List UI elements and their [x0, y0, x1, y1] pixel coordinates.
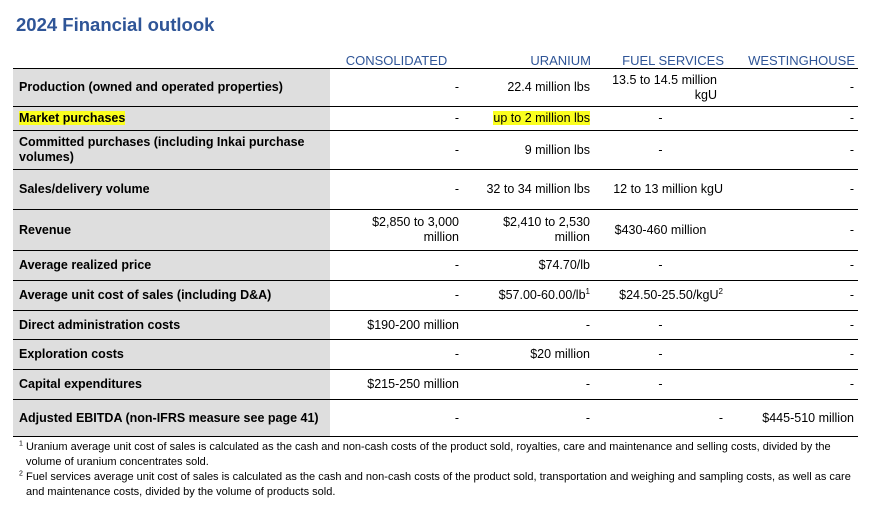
cell-uranium: $57.00-60.00/lb1	[463, 280, 594, 311]
footnote-mark: 2	[19, 470, 23, 478]
header-row: CONSOLIDATED URANIUM FUEL SERVICES WESTI…	[13, 49, 858, 69]
cell-uranium: $74.70/lb	[463, 250, 594, 281]
cell-uranium: 22.4 million lbs	[463, 68, 594, 107]
row-label: Sales/delivery volume	[13, 169, 330, 210]
table-row: Production (owned and operated propertie…	[13, 68, 858, 107]
cell-fuel-services: -	[594, 250, 727, 281]
cell-consolidated: -	[330, 68, 463, 107]
cell-westinghouse: -	[727, 209, 858, 251]
cell-uranium: $2,410 to 2,530 million	[463, 209, 594, 251]
header-uranium: URANIUM	[463, 49, 594, 69]
cell-westinghouse: -	[727, 280, 858, 311]
cell-fuel-services-text: 13.5 to 14.5 million kgU	[612, 72, 717, 102]
footnote-2: 2 Fuel services average unit cost of sal…	[16, 470, 866, 500]
cell-consolidated: -	[330, 169, 463, 210]
cell-uranium: $20 million	[463, 339, 594, 370]
table-row: Adjusted EBITDA (non-IFRS measure see pa…	[13, 399, 858, 437]
cell-consolidated: -	[330, 130, 463, 170]
row-label: Market purchases	[13, 106, 330, 131]
financial-outlook-table: CONSOLIDATED URANIUM FUEL SERVICES WESTI…	[13, 49, 858, 437]
cell-uranium: 9 million lbs	[463, 130, 594, 170]
page-title: 2024 Financial outlook	[16, 14, 215, 35]
cell-consolidated: -	[330, 250, 463, 281]
cell-fuel-services: -	[594, 106, 727, 131]
footnote-text: Fuel services average unit cost of sales…	[25, 471, 851, 498]
row-label: Committed purchases (including Inkai pur…	[13, 130, 330, 170]
cell-fuel-services: 13.5 to 14.5 million kgU	[594, 68, 727, 107]
cell-consolidated: -	[330, 399, 463, 437]
cell-fuel-services: -	[594, 339, 727, 370]
table-row: Sales/delivery volume - 32 to 34 million…	[13, 169, 858, 210]
header-label-cell	[13, 49, 330, 69]
cell-fuel-services: -	[594, 369, 727, 400]
cell-consolidated: $2,850 to 3,000 million	[330, 209, 463, 251]
cell-uranium-text: $57.00-60.00/lb	[498, 288, 586, 302]
cell-westinghouse: $445-510 million	[727, 399, 858, 437]
row-label: Exploration costs	[13, 339, 330, 370]
row-label: Capital expenditures	[13, 369, 330, 400]
highlighted-label: Market purchases	[19, 111, 126, 125]
cell-westinghouse: -	[727, 169, 858, 210]
cell-fuel-services: 12 to 13 million kgU	[594, 169, 727, 210]
cell-uranium: -	[463, 310, 594, 340]
cell-uranium-text: $2,410 to 2,530 million	[503, 215, 590, 244]
table-row: Revenue $2,850 to 3,000 million $2,410 t…	[13, 209, 858, 251]
cell-westinghouse: -	[727, 369, 858, 400]
cell-westinghouse: -	[727, 339, 858, 370]
footnote-text: Uranium average unit cost of sales is ca…	[25, 441, 831, 468]
cell-westinghouse: -	[727, 68, 858, 107]
row-label: Average unit cost of sales (including D&…	[13, 280, 330, 311]
footnotes: 1 Uranium average unit cost of sales is …	[16, 440, 866, 500]
table-row: Direct administration costs $190-200 mil…	[13, 310, 858, 340]
footnote-ref: 2	[718, 286, 723, 296]
row-label: Direct administration costs	[13, 310, 330, 340]
header-consolidated: CONSOLIDATED	[330, 49, 463, 69]
cell-westinghouse: -	[727, 130, 858, 170]
table-row: Committed purchases (including Inkai pur…	[13, 130, 858, 170]
cell-westinghouse: -	[727, 250, 858, 281]
cell-fuel-services: -	[594, 130, 727, 170]
cell-fuel-services: -	[594, 310, 727, 340]
cell-consolidated: $215-250 million	[330, 369, 463, 400]
row-label: Revenue	[13, 209, 330, 251]
cell-uranium: -	[463, 369, 594, 400]
footnote-mark: 1	[19, 440, 23, 448]
cell-fuel-services: $24.50-25.50/kgU2	[594, 280, 727, 311]
cell-consolidated-text: $2,850 to 3,000 million	[372, 215, 459, 244]
row-label: Adjusted EBITDA (non-IFRS measure see pa…	[13, 399, 330, 437]
table-row: Average realized price - $74.70/lb - -	[13, 250, 858, 281]
table-row: Capital expenditures $215-250 million - …	[13, 369, 858, 400]
cell-westinghouse: -	[727, 310, 858, 340]
cell-uranium: 32 to 34 million lbs	[463, 169, 594, 210]
cell-uranium: -	[463, 399, 594, 437]
cell-fuel-services: $430-460 million	[594, 209, 727, 251]
footnote-1: 1 Uranium average unit cost of sales is …	[16, 440, 866, 470]
cell-consolidated: -	[330, 280, 463, 311]
table-row: Average unit cost of sales (including D&…	[13, 280, 858, 311]
row-label: Average realized price	[13, 250, 330, 281]
cell-fuel-services-text: $24.50-25.50/kgU	[619, 288, 719, 302]
header-fuel-services: FUEL SERVICES	[594, 49, 727, 69]
footnote-ref: 1	[585, 286, 590, 296]
cell-consolidated: -	[330, 106, 463, 131]
row-label: Production (owned and operated propertie…	[13, 68, 330, 107]
cell-consolidated: -	[330, 339, 463, 370]
header-westinghouse: WESTINGHOUSE	[727, 49, 858, 69]
cell-consolidated: $190-200 million	[330, 310, 463, 340]
cell-uranium: up to 2 million lbs	[463, 106, 594, 131]
table-row: Market purchases - up to 2 million lbs -…	[13, 106, 858, 131]
cell-westinghouse: -	[727, 106, 858, 131]
cell-fuel-services: -	[594, 399, 727, 437]
highlighted-value: up to 2 million lbs	[493, 111, 590, 125]
table-row: Exploration costs - $20 million - -	[13, 339, 858, 370]
